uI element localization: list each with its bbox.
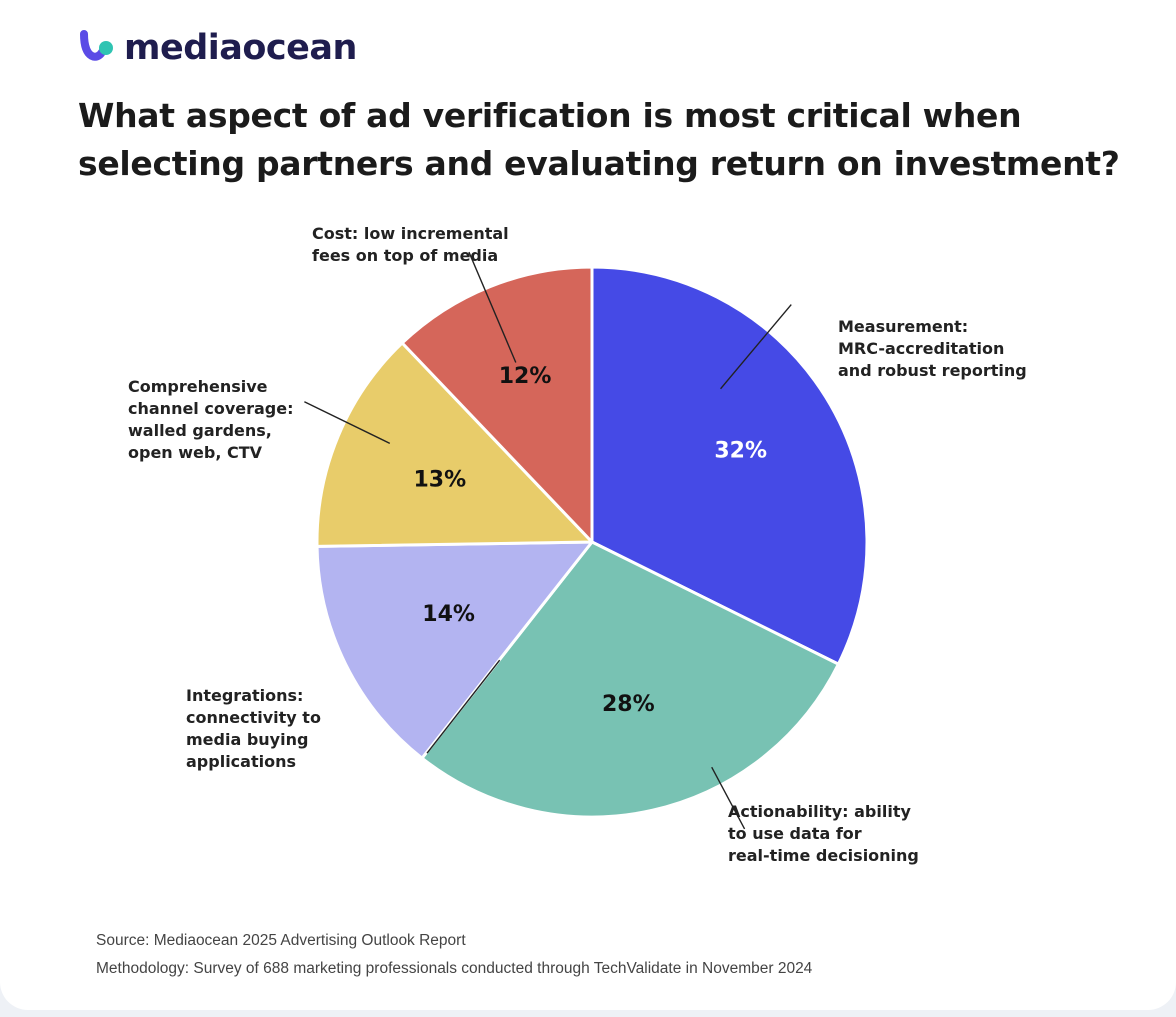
legend-line: real-time decisioning [728,846,919,865]
legend-line: Measurement: [838,317,969,336]
leader-line-cost [468,251,517,363]
chart-title: What aspect of ad verification is most c… [78,92,1158,188]
brand-logo: mediaocean [78,28,357,68]
legend-line: walled gardens, [128,421,272,440]
legend-line: Comprehensive [128,377,268,396]
slice-value-label-integrations: 14% [422,602,475,627]
leader-line-integrations [426,659,501,754]
legend-label-cost: Cost: low incremental fees on top of med… [312,223,509,267]
legend-line: MRC-accreditation [838,339,1005,358]
legend-line: media buying [186,730,309,749]
legend-line: to use data for [728,824,862,843]
chart-title-line: What aspect of ad verification is most c… [78,96,1022,135]
legend-line: open web, CTV [128,443,263,462]
pie-slice-measurement [590,265,869,666]
mediaocean-logo-icon [80,30,113,61]
source-note: Source: Mediaocean 2025 Advertising Outl… [96,932,466,949]
slice-value-label-coverage: 13% [413,467,466,492]
slice-value-label-cost: 12% [499,364,552,389]
chart-title-line: selecting partners and evaluating return… [78,144,1120,183]
pie-slice-integrations [315,540,594,760]
legend-line: Actionability: ability [728,802,911,821]
pie-slice-actionability [420,540,840,819]
methodology-note: Methodology: Survey of 688 marketing pro… [96,960,813,977]
legend-label-measurement: Measurement: MRC-accreditation and robus… [838,316,1027,382]
legend-label-integrations: Integrations: connectivity to media buyi… [186,685,321,773]
legend-line: Integrations: [186,686,304,705]
legend-line: applications [186,752,296,771]
pie-slice-cost [400,265,594,544]
brand-name: mediaocean [124,28,357,68]
leader-line-measurement [720,304,792,390]
pie-slice-coverage [315,341,594,548]
legend-line: channel coverage: [128,399,294,418]
slice-value-label-measurement: 32% [714,439,767,464]
legend-line: connectivity to [186,708,321,727]
legend-label-coverage: Comprehensive channel coverage: walled g… [128,376,294,464]
legend-line: Cost: low incremental [312,224,509,243]
leader-line-coverage [304,401,391,444]
leader-line-actionability [711,766,746,830]
legend-label-actionability: Actionability: ability to use data for r… [728,801,919,867]
slice-value-label-actionability: 28% [602,692,655,717]
legend-line: and robust reporting [838,361,1027,380]
legend-line: fees on top of media [312,246,499,265]
